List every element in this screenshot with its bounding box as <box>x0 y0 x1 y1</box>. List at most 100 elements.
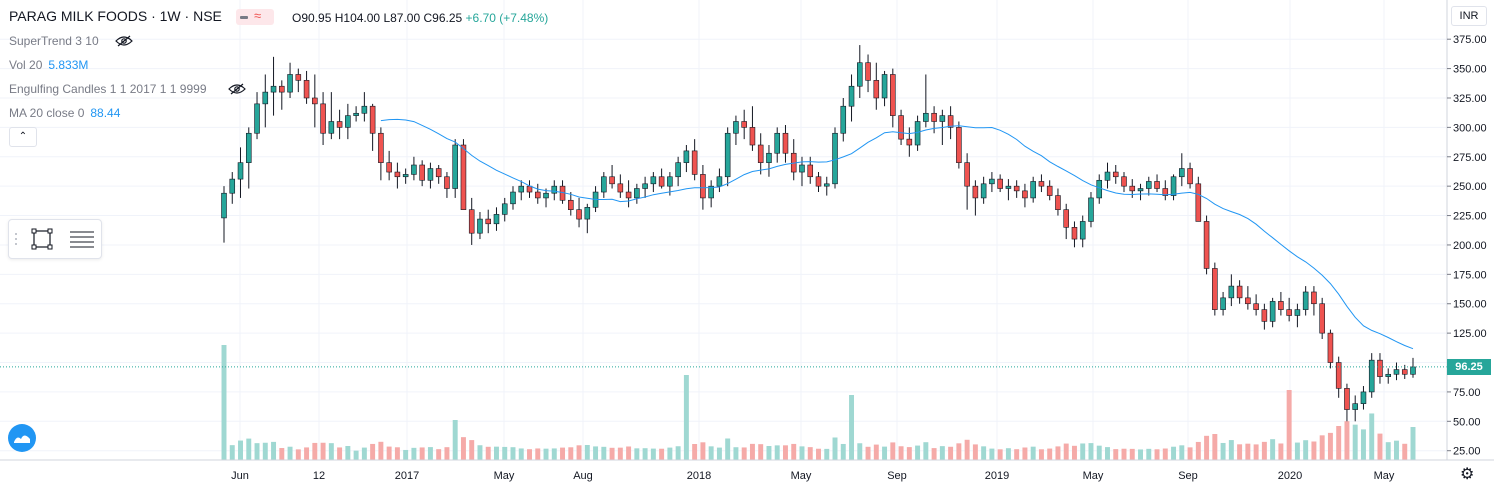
close-label: C <box>423 11 433 25</box>
candle-body <box>1294 309 1301 316</box>
gear-icon[interactable]: ⚙ <box>1460 466 1475 483</box>
price-tick-label: 75.00 <box>1453 387 1481 399</box>
time-tick-label: Jun <box>231 470 249 482</box>
change-value: +6.70 (+7.48%) <box>465 11 549 25</box>
high-value: 104.00 <box>343 11 381 25</box>
candle-body <box>642 183 648 189</box>
candle-body <box>700 174 706 199</box>
candle-body <box>534 191 541 199</box>
candle-body <box>947 115 954 128</box>
time-tick-label: Sep <box>1178 470 1198 482</box>
fib-levels-icon[interactable] <box>69 229 95 249</box>
candle-body <box>1393 369 1400 375</box>
volume-bar <box>857 443 863 460</box>
volume-bar <box>370 443 376 460</box>
volume-bar <box>535 448 541 460</box>
candle-body <box>609 176 615 185</box>
market-status-badge[interactable]: ≈ <box>236 8 274 25</box>
price-tick-label: 125.00 <box>1453 328 1487 340</box>
candle-body <box>245 132 252 163</box>
collapse-legend-button[interactable]: ⌃ <box>9 127 37 147</box>
volume-bar <box>320 442 326 460</box>
candle-body <box>1104 171 1111 181</box>
volume-bar <box>1063 443 1069 460</box>
volume-bar <box>477 445 483 460</box>
candle-body <box>229 178 236 194</box>
symbol-title[interactable]: PARAG MILK FOODS · 1W · NSE <box>9 8 222 24</box>
candle-body <box>931 112 937 122</box>
volume-bar <box>427 447 433 460</box>
price-axis[interactable]: 25.0050.0075.00100.00125.00150.00175.002… <box>1447 34 1487 458</box>
volume-bar <box>1204 435 1210 460</box>
candle-body <box>336 121 343 128</box>
candle-body <box>997 178 1003 189</box>
indicator-label: Vol 20 <box>9 58 43 72</box>
volume-bar <box>1080 443 1086 460</box>
indicator-engulfing[interactable]: Engulfing Candles 1 1 2017 1 1 9999 <box>9 82 207 96</box>
volume-bar <box>287 446 293 460</box>
volume-bar <box>1047 448 1053 460</box>
volume-bar <box>1286 390 1292 460</box>
eye-hidden-icon[interactable] <box>115 35 133 47</box>
candle-body <box>914 121 921 146</box>
price-tick-label: 225.00 <box>1453 211 1487 223</box>
price-tick-label: 150.00 <box>1453 299 1487 311</box>
candle-body <box>650 176 657 185</box>
time-axis[interactable]: Jun 12 2017 May Aug 2018 May Sep 2019 May Sep 2020 M… <box>231 470 1395 482</box>
candle-body <box>386 162 392 173</box>
volume-bar <box>898 446 904 460</box>
drag-handle-icon[interactable] <box>13 232 19 246</box>
indicator-ma[interactable]: MA 20 close 0 88.44 <box>9 106 120 120</box>
volume-bars <box>221 345 1416 460</box>
volume-bar <box>411 447 417 460</box>
volume-bar <box>1179 445 1185 460</box>
currency-label[interactable]: INR <box>1451 6 1487 26</box>
volume-bar <box>650 448 656 460</box>
time-tick-label: May <box>494 470 515 482</box>
candle-body <box>320 103 326 134</box>
candle-body <box>1195 183 1202 222</box>
candle-body <box>1302 291 1309 310</box>
volume-bar <box>419 447 425 460</box>
candle-body <box>1005 185 1012 189</box>
time-tick-label: Sep <box>887 470 907 482</box>
volume-bar <box>460 437 466 460</box>
rectangle-tool-icon[interactable] <box>31 228 53 250</box>
candle-body <box>1179 168 1185 178</box>
volume-bar <box>1327 432 1333 460</box>
volume-bar <box>386 446 392 460</box>
volume-bar <box>1360 429 1366 460</box>
volume-bar <box>1162 448 1168 460</box>
candle-body <box>551 185 558 194</box>
grid-lines <box>0 0 1447 460</box>
volume-bar <box>1088 443 1094 460</box>
volume-bar <box>593 446 599 460</box>
candle-body <box>708 185 714 199</box>
wave-icon: ≈ <box>254 8 262 23</box>
volume-bar <box>683 375 689 460</box>
volume-bar <box>692 444 698 460</box>
volume-bar <box>502 446 508 460</box>
volume-bar <box>642 448 648 460</box>
open-label: O <box>292 11 302 25</box>
volume-bar <box>675 446 681 460</box>
high-label: H <box>334 11 344 25</box>
candle-body <box>402 174 409 178</box>
tradingview-logo-icon[interactable] <box>8 424 36 452</box>
candle-body <box>1253 303 1259 310</box>
candle-body <box>939 115 946 122</box>
candle-body <box>1096 179 1103 199</box>
price-tick-label: 325.00 <box>1453 93 1487 105</box>
volume-bar <box>518 448 524 460</box>
drawing-toolbar[interactable] <box>8 219 102 259</box>
eye-hidden-icon[interactable] <box>228 83 246 95</box>
time-tick-label: 12 <box>313 470 325 482</box>
volume-bar <box>1261 441 1267 460</box>
candle-body <box>1286 309 1292 316</box>
volume-bar <box>485 446 491 460</box>
indicator-volume[interactable]: Vol 20 5.833M <box>9 58 88 72</box>
candle-body <box>1063 209 1069 228</box>
indicator-supertrend[interactable]: SuperTrend 3 10 <box>9 34 99 48</box>
volume-bar <box>708 446 714 460</box>
